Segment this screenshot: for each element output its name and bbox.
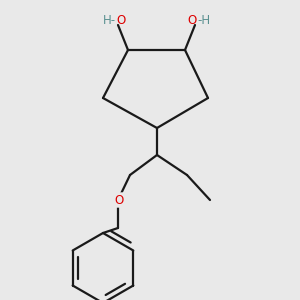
Text: -H: -H xyxy=(197,14,210,28)
Text: O: O xyxy=(116,14,125,28)
Text: H-: H- xyxy=(103,14,116,28)
Text: O: O xyxy=(114,194,124,206)
Text: O: O xyxy=(188,14,197,28)
